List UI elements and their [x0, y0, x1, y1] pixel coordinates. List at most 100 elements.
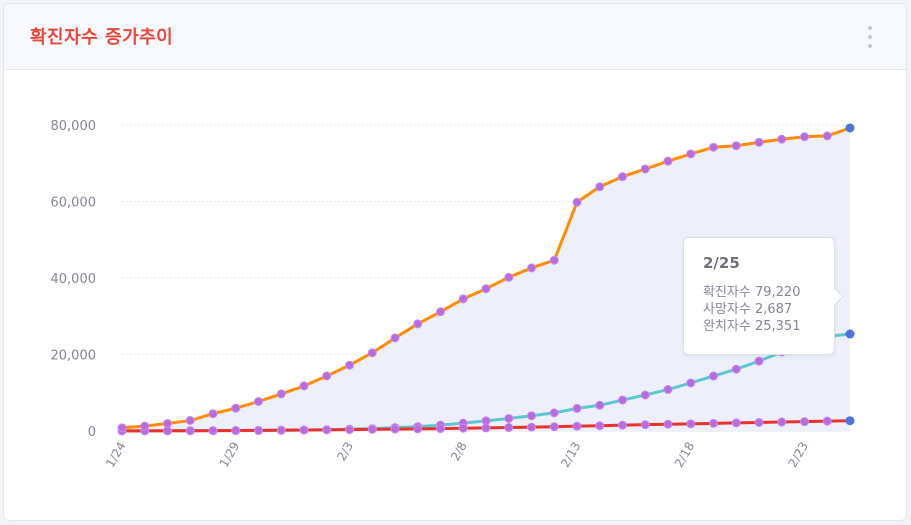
data-point: [663, 156, 673, 166]
card-header: 확진자수 증가추이: [4, 4, 906, 70]
data-point: [481, 284, 491, 294]
menu-dot: [868, 26, 872, 30]
menu-dot: [868, 35, 872, 39]
data-point: [595, 421, 605, 431]
data-point: [413, 424, 423, 434]
x-tick-label: 1/29: [217, 440, 243, 470]
data-point: [845, 416, 855, 426]
data-point: [322, 425, 332, 435]
data-point: [572, 421, 582, 431]
data-point: [845, 123, 855, 133]
data-point: [754, 356, 764, 366]
data-point: [572, 403, 582, 413]
menu-dot: [868, 44, 872, 48]
x-tick-label: 1/24: [103, 440, 129, 470]
data-point: [640, 164, 650, 174]
data-point: [413, 319, 423, 329]
data-point: [549, 422, 559, 432]
data-point: [595, 182, 605, 192]
data-point: [618, 172, 627, 182]
tooltip-row-recovered: 완치자수 25,351: [703, 318, 834, 335]
data-point: [822, 416, 832, 426]
data-point: [254, 425, 263, 435]
more-vertical-icon[interactable]: [864, 26, 876, 48]
data-point: [731, 141, 741, 151]
data-point: [254, 397, 263, 407]
data-point: [595, 400, 605, 410]
data-point: [140, 421, 150, 431]
data-point: [800, 417, 809, 427]
data-point: [163, 418, 172, 428]
y-tick-label: 40,000: [51, 272, 97, 287]
tooltip-label: 확진자수: [703, 285, 751, 300]
data-point: [299, 425, 309, 435]
data-point: [777, 134, 787, 144]
y-tick-label: 60,000: [51, 196, 97, 211]
data-point: [527, 411, 536, 421]
card-title: 확진자수 증가추이: [30, 27, 174, 48]
data-point: [777, 417, 787, 427]
data-point: [208, 409, 218, 419]
data-point: [504, 423, 514, 433]
data-point: [709, 142, 718, 152]
data-point: [527, 422, 536, 432]
data-point: [845, 329, 855, 339]
data-point: [322, 371, 332, 381]
x-tick-label: 2/23: [785, 440, 811, 470]
x-tick-label: 2/13: [558, 440, 584, 470]
data-point: [390, 424, 400, 434]
data-point: [185, 426, 195, 436]
tooltip-value: 2,687: [754, 302, 793, 317]
data-point: [458, 423, 468, 433]
data-point: [436, 424, 445, 434]
y-tick-label: 0: [88, 425, 96, 440]
data-point: [345, 360, 354, 370]
data-point: [231, 425, 241, 435]
tooltip-row-confirmed: 확진자수 79,220: [703, 284, 834, 301]
data-point: [276, 389, 286, 399]
tooltip-value: 25,351: [754, 319, 801, 334]
data-point: [390, 333, 400, 343]
data-point: [754, 137, 764, 147]
data-point: [367, 348, 377, 358]
tooltip-label: 완치자수: [703, 319, 751, 334]
data-point: [458, 294, 468, 304]
data-point: [731, 418, 741, 428]
data-point: [618, 395, 627, 405]
data-point: [731, 364, 741, 374]
tooltip-title: 2/25: [703, 254, 740, 272]
data-point: [572, 197, 582, 207]
data-point: [527, 263, 536, 273]
data-point: [709, 371, 718, 381]
data-point: [231, 403, 241, 413]
area-fill: [122, 127, 850, 432]
data-point: [709, 418, 718, 428]
data-point: [504, 272, 514, 282]
data-point: [686, 378, 696, 388]
data-point: [163, 426, 172, 436]
data-point: [276, 425, 286, 435]
data-point: [640, 390, 650, 400]
x-tick-label: 2/8: [448, 440, 470, 464]
tooltip-row-deaths: 사망자수 2,687: [703, 301, 834, 318]
data-point: [800, 132, 809, 142]
data-point: [504, 413, 514, 423]
data-point: [686, 419, 696, 429]
data-point: [345, 425, 354, 435]
data-point: [686, 149, 696, 159]
data-point: [618, 420, 627, 430]
chart-tooltip: 2/25 확진자수 79,220 사망자수 2,687 완치자수 25,351: [683, 237, 835, 355]
data-point: [640, 420, 650, 430]
y-tick-label: 20,000: [51, 349, 97, 364]
chart-card: 확진자수 증가추이 0 20,000 40,000 60,000 80,000 1/24 1…: [3, 3, 907, 521]
data-point: [117, 423, 127, 433]
line-chart[interactable]: 0 20,000 40,000 60,000 80,000 1/24 1/29 2/3 2/8 2…: [4, 4, 907, 521]
data-point: [436, 307, 445, 317]
data-point: [185, 416, 195, 426]
x-tick-label: 2/18: [672, 440, 698, 470]
data-point: [549, 255, 559, 265]
data-point: [367, 424, 377, 434]
data-point: [663, 385, 673, 395]
data-point: [299, 381, 309, 391]
x-tick-label: 2/3: [334, 440, 356, 464]
